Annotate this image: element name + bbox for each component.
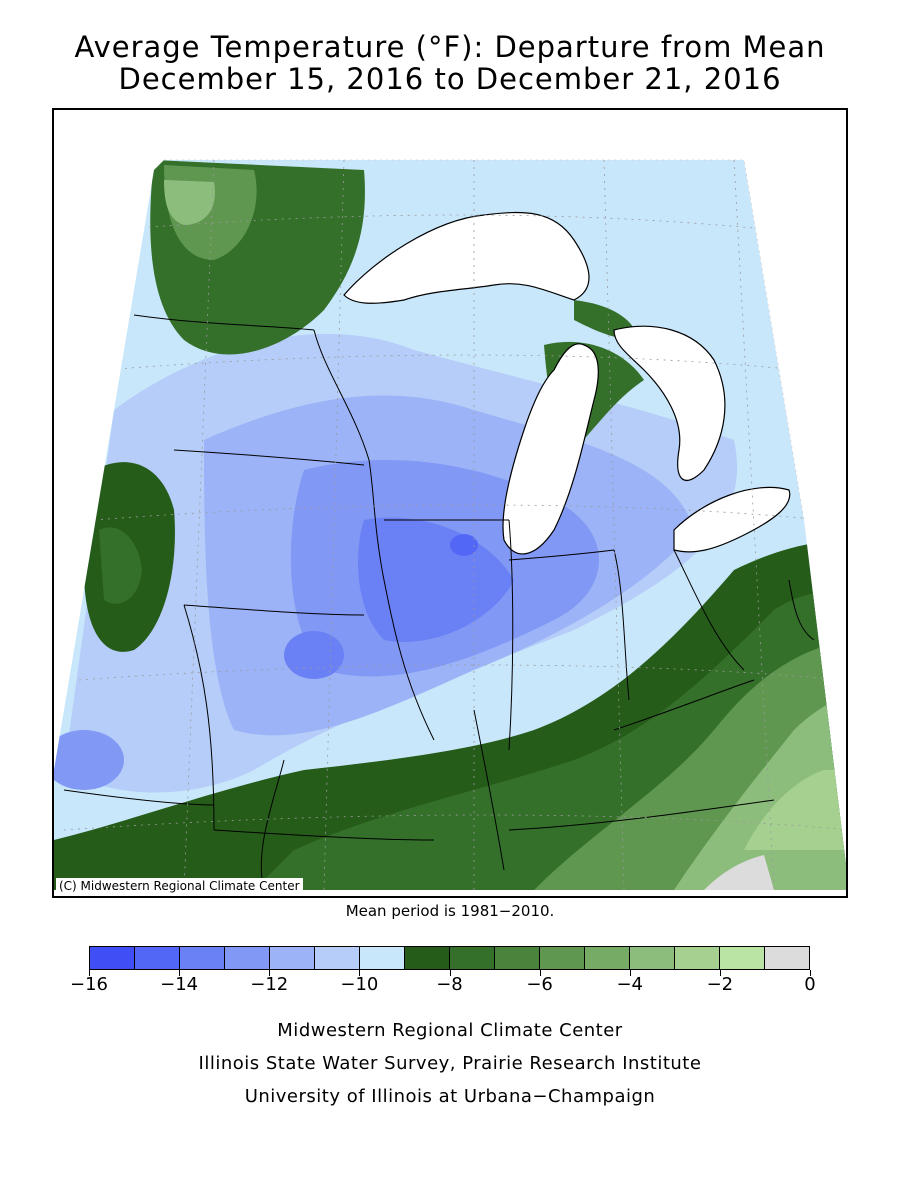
credit-mrcc: Midwestern Regional Climate Center bbox=[277, 1020, 623, 1041]
legend-swatch bbox=[180, 947, 225, 969]
legend-tick bbox=[810, 970, 811, 976]
legend-tick-label: −8 bbox=[436, 974, 463, 995]
lake-superior bbox=[343, 211, 590, 304]
legend-swatch bbox=[495, 947, 540, 969]
temperature-departure-map bbox=[54, 110, 846, 890]
zone-minus13-west bbox=[54, 730, 124, 790]
legend-tick bbox=[539, 970, 541, 976]
color-legend bbox=[89, 946, 810, 970]
canada-white bbox=[154, 110, 846, 520]
legend-tick-label: −14 bbox=[160, 974, 199, 995]
map-title: Average Temperature (°F): Departure from… bbox=[74, 30, 826, 64]
zone-grey-corner bbox=[704, 855, 774, 890]
legend-tick bbox=[719, 970, 721, 976]
zone-minus14-west bbox=[284, 631, 344, 679]
legend-swatch bbox=[135, 947, 180, 969]
zone-green-south-5 bbox=[744, 770, 846, 850]
lake-michigan bbox=[502, 343, 599, 555]
legend-swatch bbox=[675, 947, 720, 969]
legend-swatch bbox=[90, 947, 135, 969]
legend-swatch bbox=[270, 947, 315, 969]
legend-tick bbox=[449, 970, 451, 976]
legend-tick-label: −12 bbox=[250, 974, 289, 995]
zone-minus15 bbox=[450, 534, 478, 556]
credit-isws: Illinois State Water Survey, Prairie Res… bbox=[198, 1053, 702, 1074]
legend-swatch bbox=[360, 947, 405, 969]
legend-swatch bbox=[405, 947, 450, 969]
mean-period-note: Mean period is 1981−2010. bbox=[345, 902, 555, 920]
map-panel: (C) Midwestern Regional Climate Center bbox=[52, 108, 848, 898]
legend-tick bbox=[89, 970, 90, 976]
copyright-label: (C) Midwestern Regional Climate Center bbox=[56, 878, 303, 894]
legend-swatch bbox=[720, 947, 765, 969]
legend-swatch bbox=[765, 947, 809, 969]
legend-tick-label: −6 bbox=[526, 974, 553, 995]
legend-tick bbox=[629, 970, 631, 976]
legend-swatch bbox=[450, 947, 495, 969]
legend-tick-label: −16 bbox=[70, 974, 108, 995]
legend-swatch bbox=[315, 947, 360, 969]
legend-swatch bbox=[630, 947, 675, 969]
legend-tick bbox=[359, 970, 361, 976]
legend-tick-label: −4 bbox=[616, 974, 644, 995]
legend-tick-label: −2 bbox=[706, 974, 734, 995]
lake-huron bbox=[613, 325, 726, 481]
state-boundaries bbox=[63, 314, 815, 890]
map-date-range: December 15, 2016 to December 21, 2016 bbox=[118, 62, 782, 96]
credit-uiuc: University of Illinois at Urbana−Champai… bbox=[244, 1086, 656, 1107]
legend-tick-label: −10 bbox=[340, 974, 379, 995]
graticule bbox=[63, 160, 846, 890]
legend-tick bbox=[179, 970, 181, 976]
lake-erie bbox=[673, 486, 791, 553]
zone-green-northwest-core bbox=[164, 180, 215, 225]
zone-green-west-inner bbox=[99, 527, 142, 604]
legend-tick bbox=[269, 970, 271, 976]
legend-swatch bbox=[585, 947, 630, 969]
legend-swatch bbox=[540, 947, 585, 969]
legend-tick-label: 0 bbox=[804, 974, 816, 995]
domain-outline bbox=[164, 159, 805, 521]
legend-swatch bbox=[225, 947, 270, 969]
